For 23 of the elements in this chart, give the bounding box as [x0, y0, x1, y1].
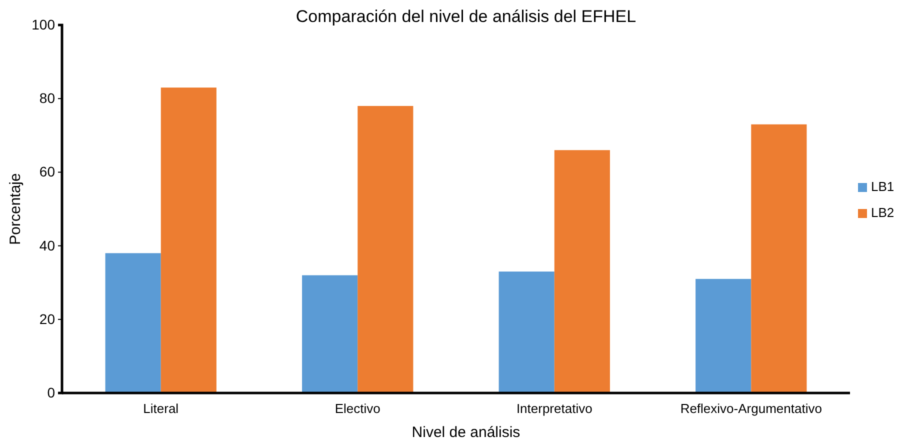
- x-tick-label: Literal: [143, 400, 179, 416]
- y-tick-label: 80: [39, 90, 56, 106]
- x-tick-label: Interpretativo: [516, 400, 592, 416]
- x-axis-title: Nivel de análisis: [412, 424, 520, 441]
- bar: [302, 275, 358, 393]
- bar: [554, 150, 610, 393]
- chart-title: Comparación del nivel de análisis del EFHEL: [296, 7, 636, 26]
- bar: [160, 88, 216, 393]
- x-tick-label: Reflexivo-Argumentativo: [680, 400, 822, 416]
- y-tick-label: 100: [32, 16, 56, 32]
- y-tick-label: 60: [39, 164, 56, 180]
- bar: [105, 253, 161, 393]
- y-tick-label: 20: [39, 310, 56, 327]
- bar: [358, 106, 414, 393]
- legend-label: LB1: [871, 179, 894, 194]
- y-axis-title: Porcentaje: [7, 173, 24, 245]
- bar: [751, 124, 807, 393]
- bar: [498, 272, 554, 393]
- legend-label: LB2: [871, 205, 894, 220]
- y-tick-label: 0: [47, 384, 56, 400]
- bar: [696, 278, 752, 393]
- x-tick-label: Electivo: [334, 400, 380, 416]
- y-tick-label: 40: [39, 237, 56, 254]
